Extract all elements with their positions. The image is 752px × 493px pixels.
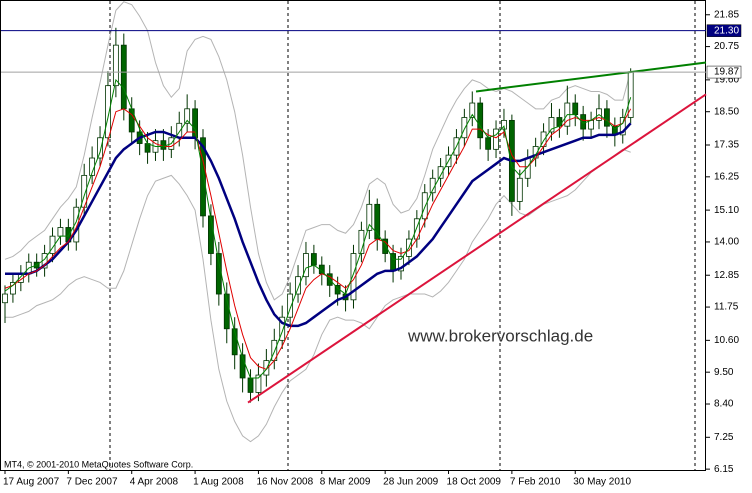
candle-body: [184, 108, 191, 124]
x-tick-label: 7 Dec 2007: [66, 477, 118, 488]
moving-average: [4, 108, 632, 370]
candle-body: [485, 137, 492, 150]
x-tick-label: 18 Oct 2009: [447, 477, 502, 488]
candle-body: [287, 293, 294, 318]
candle-body: [477, 102, 484, 139]
x-tick-label: 7 Feb 2010: [510, 477, 561, 488]
candle-body: [421, 192, 428, 220]
candle-body: [588, 119, 594, 130]
candle-body: [310, 253, 317, 266]
x-tick-label: 1 Aug 2008: [193, 477, 244, 488]
y-tick-label: 14.00: [714, 237, 739, 248]
candle-body: [580, 114, 587, 130]
price-label: 19.87: [714, 67, 739, 78]
x-tick-label: 16 Nov 2008: [256, 477, 313, 488]
candle-body: [144, 143, 151, 153]
candle-body: [112, 44, 119, 87]
candle-body: [350, 253, 357, 301]
x-tick-label: 28 Jun 2009: [383, 477, 438, 488]
x-tick-label: 4 Apr 2008: [130, 477, 179, 488]
candle-body: [200, 137, 206, 217]
candle-body: [57, 227, 64, 237]
plot-frame: [0, 0, 706, 471]
period-separators: [109, 1, 696, 470]
candle-body: [303, 253, 309, 278]
y-tick-label: 6.15: [714, 464, 734, 475]
candle-body: [469, 102, 476, 118]
candle-body: [619, 117, 626, 136]
candle-body: [604, 108, 610, 127]
price-label: 21.30: [714, 25, 739, 36]
candle-body: [627, 71, 634, 118]
y-tick-label: 16.25: [714, 171, 739, 182]
price-box: [706, 65, 742, 79]
candle-body: [231, 328, 238, 356]
candle-body: [572, 102, 579, 116]
candle-body: [239, 354, 246, 379]
x-tick-label: 8 Mar 2009: [320, 477, 371, 488]
candle-body: [176, 122, 183, 139]
candle-body: [10, 282, 16, 295]
price-box: [706, 24, 742, 37]
candle-body: [255, 374, 262, 393]
candle-body: [493, 128, 499, 150]
trend-line: [247, 93, 707, 404]
y-tick-label: 7.25: [714, 432, 734, 443]
candle-body: [247, 377, 254, 393]
candle-body: [556, 117, 563, 127]
candle-body: [160, 140, 167, 150]
y-tick-label: 10.60: [714, 335, 739, 346]
y-tick-label: 19.60: [714, 75, 739, 86]
candle-body: [2, 293, 8, 304]
trend-line: [475, 61, 707, 93]
candle-body: [105, 85, 111, 139]
candle-body: [263, 360, 270, 376]
candle-body: [97, 137, 103, 159]
candle-body: [501, 119, 507, 130]
moving-average: [4, 78, 632, 379]
y-tick-label: 11.75: [714, 302, 739, 313]
footer: MT4, © 2001-2010 MetaQuotes Software Cor…: [4, 459, 193, 469]
candle-body: [548, 117, 555, 133]
candle-body: [295, 276, 301, 295]
y-tick-label: 12.85: [714, 270, 739, 281]
y-tick-label: 20.75: [714, 41, 739, 52]
candle-body: [120, 44, 127, 110]
y-tick-label: 17.35: [714, 140, 739, 151]
candle-body: [382, 238, 389, 254]
moving-average: [5, 122, 632, 328]
x-tick-label: 17 Aug 2007: [3, 477, 60, 488]
candle-body: [461, 117, 468, 139]
candle-body: [437, 166, 444, 179]
candle-body: [366, 203, 373, 231]
watermark: www.brokervorschlag.de: [407, 326, 593, 345]
bollinger-band: [4, 1, 632, 301]
y-tick-label: 9.50: [714, 367, 734, 378]
candle-body: [516, 177, 523, 202]
y-tick-label: 21.85: [714, 9, 739, 20]
y-tick-label: 8.40: [714, 399, 734, 410]
candle-body: [279, 316, 286, 341]
candle-body: [398, 256, 404, 272]
y-tick-label: 15.10: [714, 205, 739, 216]
y-tick-label: 18.50: [714, 106, 739, 117]
x-tick-label: 30 May 2010: [573, 477, 631, 488]
